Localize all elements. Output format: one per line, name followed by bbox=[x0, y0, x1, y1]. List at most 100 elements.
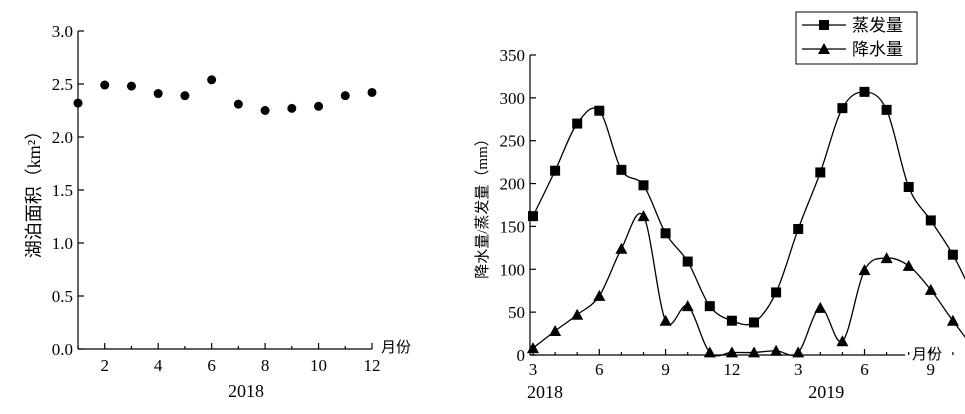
y-tick-label: 2.5 bbox=[52, 75, 73, 94]
data-point bbox=[771, 287, 782, 298]
data-point bbox=[180, 91, 190, 101]
data-point bbox=[815, 167, 826, 178]
y-tick-label: 0.0 bbox=[52, 340, 73, 359]
data-point bbox=[528, 211, 538, 222]
data-point bbox=[660, 228, 671, 239]
series-line bbox=[532, 91, 965, 326]
x-tick-label: 9 bbox=[661, 360, 670, 379]
year-label: 2018 bbox=[527, 382, 563, 402]
data-point bbox=[73, 98, 83, 108]
y-tick-label: 3.0 bbox=[52, 22, 73, 41]
legend-marker bbox=[819, 20, 829, 30]
data-point bbox=[703, 346, 716, 358]
y-tick-label: 1.5 bbox=[52, 181, 73, 200]
y-tick-label: 300 bbox=[500, 89, 526, 108]
data-point bbox=[749, 317, 759, 328]
legend-marker bbox=[818, 43, 830, 54]
x-tick-label: 3 bbox=[794, 360, 803, 379]
x-tick-label: 8 bbox=[261, 356, 270, 375]
data-point bbox=[571, 308, 584, 320]
year-label: 2018 bbox=[228, 381, 264, 401]
x-tick-label: 4 bbox=[154, 356, 163, 375]
data-point bbox=[725, 346, 738, 358]
legend-label: 蒸发量 bbox=[852, 16, 903, 35]
data-point bbox=[837, 103, 848, 114]
data-point bbox=[858, 264, 871, 276]
data-point bbox=[314, 101, 324, 111]
data-point bbox=[572, 118, 583, 129]
legend-item: 蒸发量 bbox=[802, 16, 903, 35]
data-point bbox=[594, 105, 605, 116]
legend-item: 降水量 bbox=[802, 40, 903, 59]
data-point bbox=[527, 342, 539, 354]
data-point bbox=[126, 81, 136, 91]
data-point bbox=[947, 249, 958, 260]
data-point bbox=[726, 315, 737, 326]
x-tick-label: 6 bbox=[595, 360, 604, 379]
data-point bbox=[881, 104, 892, 115]
data-point bbox=[836, 335, 849, 347]
data-point bbox=[880, 252, 893, 264]
data-point bbox=[593, 289, 606, 301]
y-tick-label: 1.0 bbox=[52, 234, 73, 253]
data-point bbox=[549, 325, 562, 336]
x-tick-label: 6 bbox=[860, 360, 869, 379]
data-point bbox=[100, 80, 110, 90]
data-point bbox=[946, 314, 959, 326]
x-tick-label: 9 bbox=[927, 360, 936, 379]
series-square bbox=[528, 86, 965, 328]
y-tick-label: 50 bbox=[508, 303, 525, 322]
data-point bbox=[233, 99, 243, 109]
y-tick-label: 350 bbox=[500, 46, 526, 65]
y-axis-title: 湖泊面积（km²） bbox=[24, 122, 44, 258]
series-line bbox=[532, 212, 965, 357]
data-point bbox=[615, 242, 628, 254]
data-point bbox=[924, 283, 937, 295]
data-point bbox=[925, 215, 936, 226]
y-tick-label: 200 bbox=[500, 175, 526, 194]
data-point bbox=[550, 165, 561, 176]
y-tick-label: 100 bbox=[500, 260, 526, 279]
y-tick-label: 150 bbox=[500, 217, 526, 236]
x-tick-label: 12 bbox=[723, 360, 740, 379]
data-point bbox=[659, 314, 672, 326]
data-point bbox=[367, 87, 377, 97]
year-label: 2019 bbox=[808, 382, 844, 402]
x-unit-label: 月份 bbox=[912, 346, 942, 363]
data-point bbox=[903, 182, 914, 192]
data-point bbox=[681, 300, 694, 312]
data-point bbox=[260, 106, 270, 115]
series-triangle bbox=[527, 210, 965, 358]
x-unit-label: 月份 bbox=[381, 339, 411, 356]
lake-area-chart: 0.0 0.5 1.0 1.5 2.0 2.5 3.0 2 4 6 8 10 12 月份 2018 湖… bbox=[24, 22, 411, 401]
data-point bbox=[638, 180, 649, 191]
y-tick-label: 250 bbox=[500, 132, 526, 151]
y-tick-label: 0.5 bbox=[52, 287, 73, 306]
y-tick-label: 2.0 bbox=[52, 128, 73, 147]
y-axis-title: 降水量/蒸发量（mm） bbox=[474, 131, 491, 279]
x-tick-label: 10 bbox=[310, 356, 327, 375]
data-point bbox=[793, 224, 804, 234]
data-point bbox=[704, 301, 715, 312]
x-tick-label: 3 bbox=[529, 360, 538, 379]
data-point bbox=[792, 346, 805, 358]
data-point bbox=[637, 210, 650, 222]
data-point bbox=[748, 346, 760, 358]
legend-label: 降水量 bbox=[852, 40, 903, 59]
data-point bbox=[814, 301, 827, 313]
data-point bbox=[682, 256, 693, 267]
x-tick-label: 2 bbox=[100, 356, 109, 375]
x-tick-label: 6 bbox=[207, 356, 216, 375]
data-point bbox=[153, 89, 163, 99]
legend-box bbox=[795, 11, 918, 65]
y-tick-label: 0 bbox=[517, 346, 526, 365]
data-point bbox=[287, 103, 297, 113]
data-point bbox=[340, 91, 350, 101]
data-point bbox=[859, 86, 870, 97]
data-point bbox=[616, 164, 627, 175]
x-tick-label: 12 bbox=[364, 356, 381, 375]
data-point bbox=[770, 344, 783, 356]
